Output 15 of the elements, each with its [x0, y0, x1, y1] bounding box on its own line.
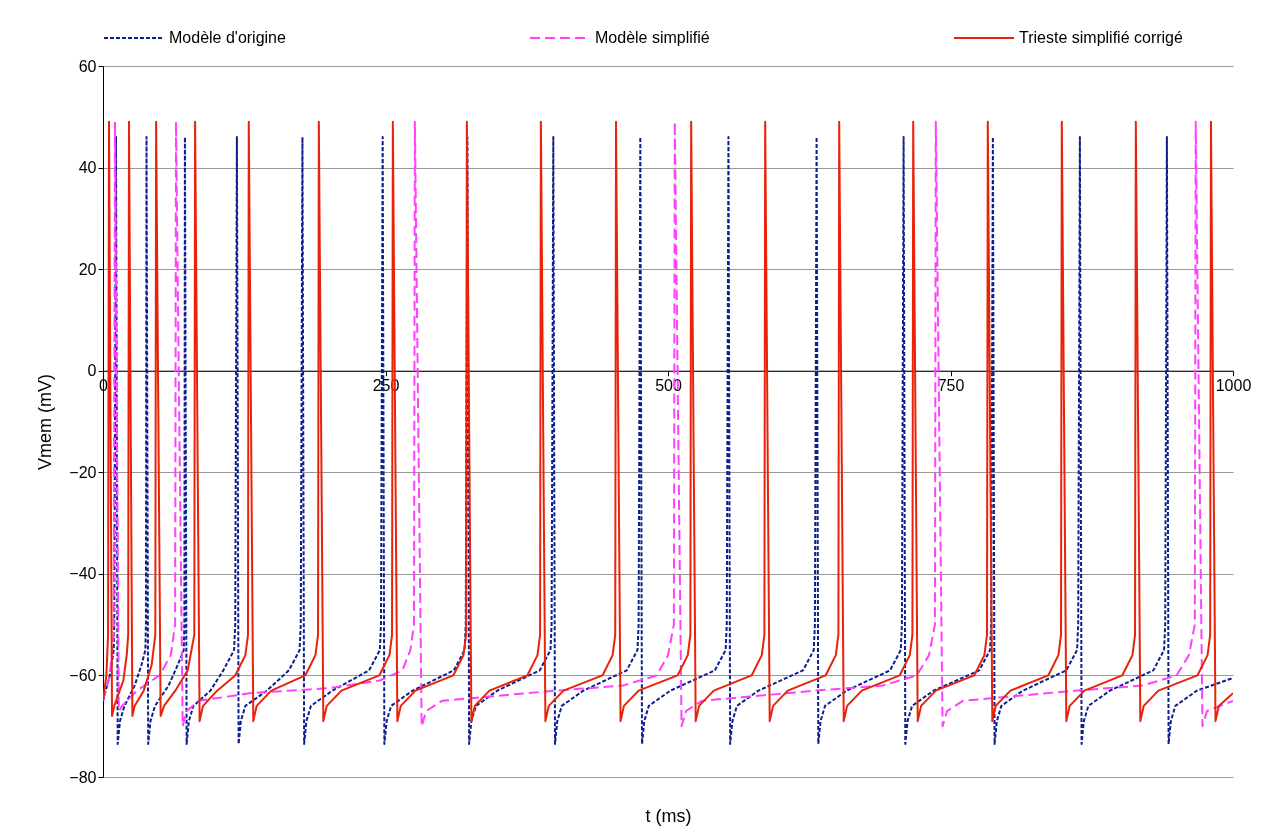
x-axis-title: t (ms)	[645, 805, 692, 826]
y-axis-title: Vmem (mV)	[35, 374, 56, 470]
legend-label: Modèle simplifié	[595, 29, 710, 46]
y-tick-label: −80	[69, 768, 97, 786]
y-tick-label: −20	[69, 463, 97, 481]
y-tick-label: −60	[69, 666, 97, 684]
y-tick-label: −40	[69, 565, 97, 583]
y-tick-label: 40	[78, 159, 97, 177]
y-tick-label: 60	[78, 57, 97, 75]
legend-label: Modèle d'origine	[169, 29, 287, 46]
y-tick-label: 20	[78, 260, 97, 278]
y-tick-label: 0	[87, 362, 97, 380]
x-tick-label: 1000	[1215, 377, 1252, 395]
legend-label: Trieste simplifié corrigé	[1019, 29, 1183, 46]
x-tick-label: 750	[937, 377, 965, 395]
